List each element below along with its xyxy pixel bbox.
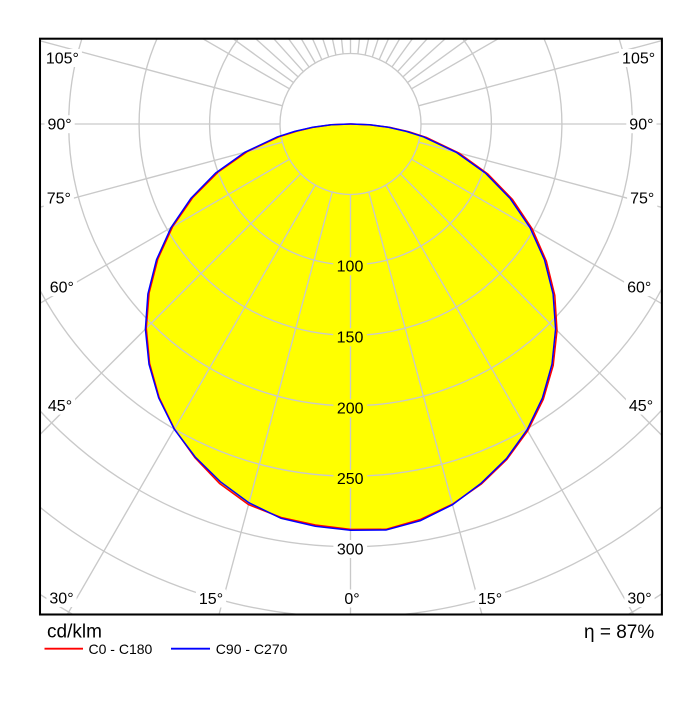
svg-text:300: 300 [337, 541, 364, 558]
svg-text:60°: 60° [50, 279, 74, 296]
svg-text:45°: 45° [629, 398, 653, 415]
svg-text:15°: 15° [478, 591, 502, 608]
svg-text:250: 250 [337, 471, 364, 488]
svg-text:15°: 15° [199, 591, 223, 608]
svg-text:C90 - C270: C90 - C270 [216, 641, 288, 657]
svg-text:105°: 105° [622, 50, 655, 67]
svg-text:30°: 30° [49, 590, 73, 607]
svg-text:90°: 90° [47, 117, 71, 134]
svg-text:100: 100 [337, 259, 364, 276]
svg-text:η = 87%: η = 87% [584, 622, 654, 643]
svg-text:200: 200 [337, 401, 364, 418]
svg-text:75°: 75° [630, 190, 654, 207]
svg-text:105°: 105° [46, 50, 79, 67]
svg-text:C0 - C180: C0 - C180 [89, 641, 153, 657]
svg-text:30°: 30° [627, 590, 651, 607]
svg-text:60°: 60° [627, 279, 651, 296]
svg-text:90°: 90° [629, 117, 653, 134]
svg-text:75°: 75° [47, 190, 71, 207]
svg-text:150: 150 [337, 330, 364, 347]
svg-text:45°: 45° [48, 398, 72, 415]
svg-text:cd/klm: cd/klm [47, 622, 102, 643]
svg-text:0°: 0° [344, 591, 359, 608]
